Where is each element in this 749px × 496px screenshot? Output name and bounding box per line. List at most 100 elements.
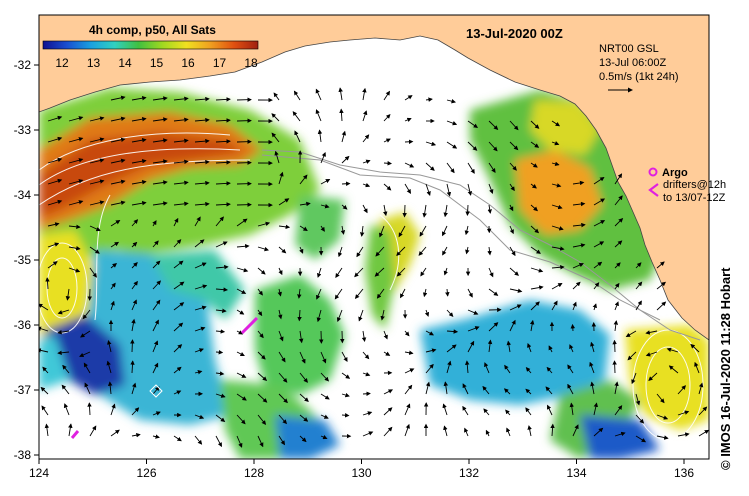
current-arrow	[442, 246, 448, 256]
current-arrow	[194, 326, 206, 332]
current-arrow	[488, 322, 499, 332]
sst-patch-yellow-se	[625, 325, 709, 430]
current-arrow	[446, 183, 452, 197]
current-arrow	[551, 204, 563, 210]
current-arrow	[570, 323, 576, 332]
current-arrow	[131, 280, 138, 290]
current-arrow	[589, 361, 595, 374]
current-arrow	[383, 204, 388, 217]
current-arrow	[131, 159, 147, 164]
current-arrow	[194, 348, 204, 353]
current-arrow	[613, 320, 619, 332]
current-arrow	[89, 267, 97, 278]
current-arrow	[320, 351, 327, 364]
current-arrow	[131, 96, 147, 101]
current-arrow	[42, 366, 49, 374]
current-arrow	[273, 92, 280, 101]
current-arrow	[358, 309, 364, 322]
current-arrow	[354, 288, 364, 300]
current-arrow	[593, 282, 600, 290]
current-arrow	[530, 204, 538, 212]
current-arrow	[152, 220, 157, 227]
current-arrow	[257, 393, 268, 403]
current-arrow	[68, 224, 81, 230]
current-arrow	[341, 155, 350, 164]
current-arrow	[257, 288, 263, 296]
current-arrow	[47, 136, 63, 143]
current-arrow	[152, 319, 159, 332]
current-arrow	[625, 330, 637, 338]
current-arrow	[592, 303, 597, 311]
current-arrow	[339, 108, 344, 122]
current-arrow	[362, 110, 368, 122]
current-arrow	[648, 372, 658, 382]
current-arrow	[383, 183, 392, 191]
current-arrow	[320, 414, 329, 419]
current-arrow	[467, 288, 473, 298]
current-arrow	[362, 159, 371, 164]
current-arrow	[131, 117, 147, 122]
current-arrow	[215, 181, 231, 186]
current-arrow	[194, 117, 210, 123]
current-arrow	[614, 282, 620, 290]
current-arrow	[614, 195, 623, 206]
current-arrow	[215, 118, 231, 123]
current-arrow	[422, 204, 427, 218]
current-arrow	[257, 309, 263, 317]
current-arrow	[446, 99, 456, 104]
x-tick-label-128: 128	[244, 466, 264, 480]
current-arrow	[215, 371, 225, 376]
current-arrow	[294, 130, 301, 143]
current-arrow	[446, 344, 457, 353]
current-arrow	[530, 246, 541, 254]
current-arrow	[152, 201, 168, 206]
current-arrow	[84, 382, 91, 395]
current-arrow	[567, 364, 574, 374]
current-arrow	[530, 183, 537, 189]
current-arrow	[483, 408, 490, 416]
current-arrow	[320, 203, 330, 209]
current-arrow	[341, 413, 350, 418]
current-arrow	[530, 141, 540, 148]
current-arrow	[509, 246, 516, 257]
current-arrow	[297, 309, 302, 322]
current-arrow	[645, 330, 658, 335]
current-arrow	[361, 330, 367, 342]
x-tick-label-130: 130	[351, 466, 371, 480]
y-tick-label--34: -34	[14, 188, 32, 202]
drifter-tracks	[70, 316, 259, 439]
current-arrow	[65, 288, 71, 301]
current-arrow	[278, 267, 283, 276]
current-arrow	[215, 287, 228, 292]
current-arrow	[236, 393, 247, 401]
current-arrow	[68, 246, 81, 251]
current-arrow	[485, 429, 490, 437]
current-arrow	[572, 281, 581, 290]
current-arrow	[425, 162, 435, 171]
current-arrow	[425, 141, 437, 146]
current-arrow	[509, 120, 519, 131]
x-tick-label-134: 134	[566, 466, 586, 480]
current-arrow	[215, 139, 231, 144]
current-arrow	[362, 134, 370, 143]
current-arrow	[635, 435, 647, 443]
current-arrow	[593, 241, 605, 248]
colorbar-tick-16: 16	[181, 56, 195, 70]
current-arrow	[334, 288, 343, 300]
current-arrow	[487, 204, 492, 214]
sst-patch-green-ridge	[365, 225, 395, 330]
current-arrow	[215, 349, 224, 355]
current-arrow	[376, 288, 385, 299]
current-arrow	[82, 309, 91, 320]
current-arrow	[278, 372, 288, 383]
current-arrow	[488, 183, 494, 195]
current-arrow	[110, 300, 115, 311]
current-arrow	[547, 404, 553, 416]
current-arrow	[527, 342, 532, 353]
current-arrow	[236, 414, 246, 425]
current-arrow	[173, 281, 185, 290]
current-arrow	[404, 368, 415, 374]
current-arrow	[320, 151, 326, 164]
drifter-track-2	[70, 430, 80, 439]
current-arrow	[236, 243, 250, 249]
